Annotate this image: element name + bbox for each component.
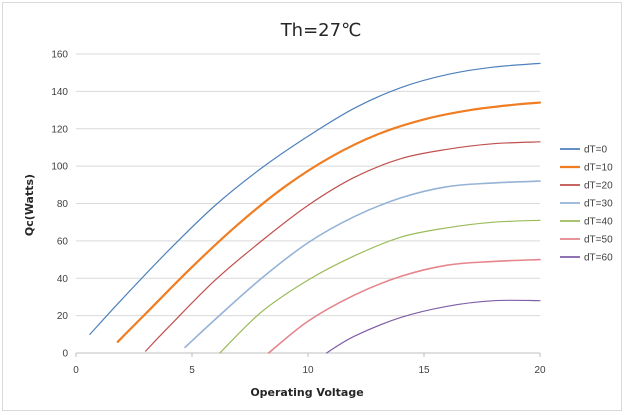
x-tick-label: 15 xyxy=(418,365,430,376)
axes: 0 20 40 60 80 100 120 140 160 0 5 10 15 20 xyxy=(51,50,546,377)
y-tick-label: 0 xyxy=(62,349,68,360)
legend-label: dT=50 xyxy=(584,235,613,246)
y-tick-label: 160 xyxy=(51,50,68,61)
legend-label: dT=60 xyxy=(584,253,613,264)
series-line-dt-60 xyxy=(325,299,541,354)
y-tick-label: 140 xyxy=(51,87,68,98)
legend-item: dT=40 xyxy=(560,217,613,228)
series-line-dt-40 xyxy=(219,219,541,354)
y-axis-title: Qc(Watts) xyxy=(23,174,36,236)
legend-item: dT=60 xyxy=(560,253,613,264)
legend-label: dT=40 xyxy=(584,217,613,228)
legend-label: dT=0 xyxy=(584,145,608,156)
x-tick-label: 5 xyxy=(189,365,195,376)
series-line-dt-30 xyxy=(184,180,541,349)
chart-frame: Th=27℃ 0 20 40 60 80 100 120 140 160 0 5 10 15 20 dT=… xyxy=(2,2,622,411)
y-tick-label: 80 xyxy=(57,199,69,210)
chart-title: Th=27℃ xyxy=(280,20,362,41)
legend-item: dT=0 xyxy=(560,145,608,156)
legend-item: dT=10 xyxy=(560,163,613,174)
legend-label: dT=30 xyxy=(584,199,613,210)
x-tick-label: 20 xyxy=(534,365,546,376)
chart-svg: Th=27℃ 0 20 40 60 80 100 120 140 160 0 5 10 15 20 dT=… xyxy=(23,20,613,399)
x-axis-title: Operating Voltage xyxy=(250,386,363,399)
series-line-dt-0 xyxy=(89,62,541,335)
legend-item: dT=20 xyxy=(560,181,613,192)
legend-label: dT=10 xyxy=(584,163,613,174)
legend: dT=0 dT=10 dT=20 dT=30 dT=40 dT=50 dT=60 xyxy=(560,145,613,264)
y-tick-label: 60 xyxy=(57,236,69,247)
series-line-dt-20 xyxy=(145,141,541,352)
grid xyxy=(76,53,540,317)
y-tick-label: 120 xyxy=(51,124,68,135)
legend-item: dT=50 xyxy=(560,235,613,246)
y-tick-label: 100 xyxy=(51,162,68,173)
series-line-dt-10 xyxy=(116,101,542,343)
x-tick-label: 10 xyxy=(302,365,314,376)
y-tick-label: 40 xyxy=(57,274,69,285)
legend-label: dT=20 xyxy=(584,181,613,192)
y-tick-label: 20 xyxy=(57,311,69,322)
series-lines xyxy=(89,62,542,354)
series-line-dt-50 xyxy=(267,258,541,354)
x-tick-label: 0 xyxy=(73,365,79,376)
legend-item: dT=30 xyxy=(560,199,613,210)
